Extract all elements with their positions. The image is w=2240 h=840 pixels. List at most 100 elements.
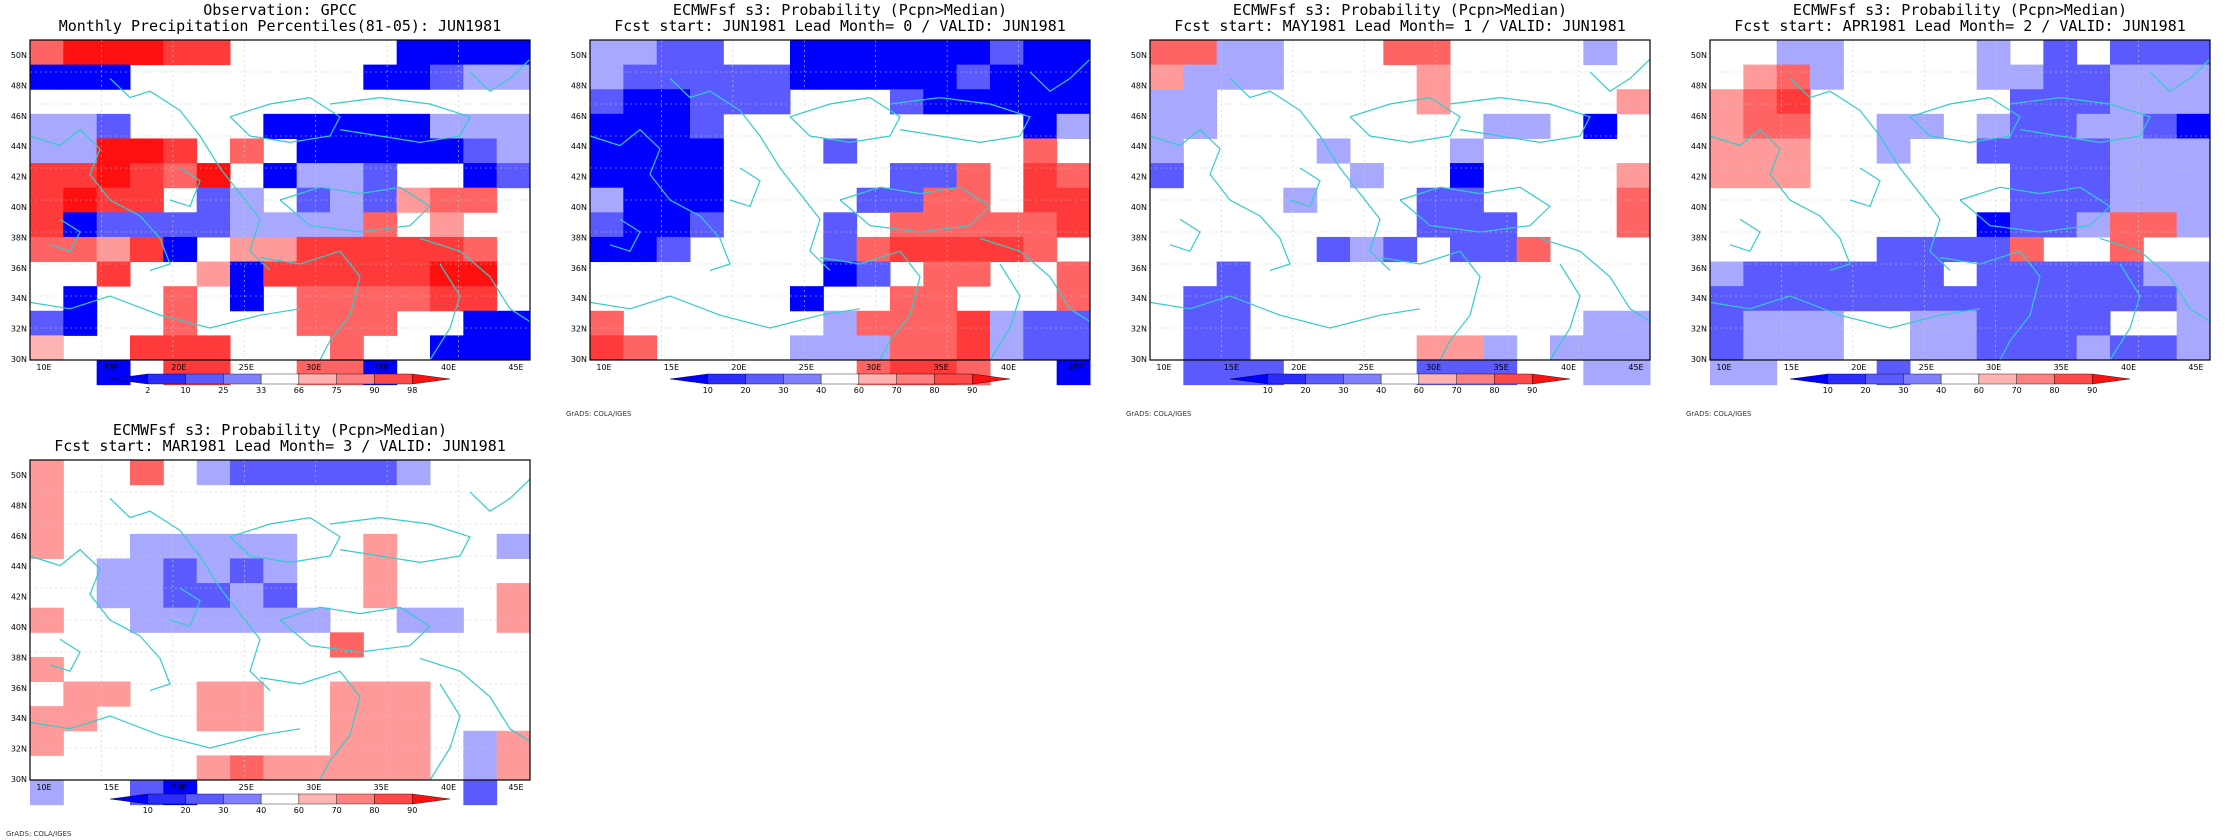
colorbar-label: 90 bbox=[369, 386, 379, 395]
lon-tick-label: 45E bbox=[508, 783, 523, 792]
lat-tick-label: 42N bbox=[1691, 173, 1707, 182]
grid-cell bbox=[2143, 89, 2178, 115]
lon-tick-label: 10E bbox=[1156, 363, 1171, 372]
coastline bbox=[419, 237, 531, 323]
colorbar-label: 60 bbox=[294, 806, 304, 815]
grads-credit: GrADS: COLA/IGES bbox=[566, 410, 632, 418]
grid-cell bbox=[1516, 113, 1551, 139]
grid-cell bbox=[890, 286, 924, 312]
grid-cell bbox=[1056, 163, 1091, 189]
grid-cell bbox=[1023, 212, 1058, 238]
grid-cell bbox=[2043, 212, 2078, 238]
grid-cell bbox=[1910, 310, 1944, 336]
grid-cell bbox=[856, 261, 891, 287]
grid-cell bbox=[1450, 138, 1484, 164]
grid-cell bbox=[330, 310, 364, 336]
colorbar-segment bbox=[412, 373, 451, 385]
lon-tick-label: 35E bbox=[374, 363, 389, 372]
colorbar-label: 90 bbox=[2087, 386, 2097, 395]
grid-cell bbox=[196, 40, 231, 66]
grid-cell bbox=[96, 583, 131, 609]
grid-cell bbox=[956, 335, 991, 361]
colorbar-segment bbox=[1267, 373, 1306, 385]
coastline bbox=[429, 683, 461, 781]
grid-cell bbox=[990, 64, 1024, 90]
grid-cell bbox=[2176, 187, 2211, 213]
lon-tick-label: 25E bbox=[239, 363, 254, 372]
coastline bbox=[259, 670, 361, 781]
grid-cell bbox=[2076, 212, 2111, 238]
grid-cell bbox=[130, 138, 164, 164]
lat-tick-label: 30N bbox=[1131, 355, 1147, 364]
lat-tick-label: 50N bbox=[1131, 51, 1147, 60]
colorbar-label: 30 bbox=[1898, 386, 1908, 395]
grid-cell bbox=[790, 335, 824, 361]
panel-title: ECMWFsf s3: Probability (Pcpn>Median) bbox=[1792, 1, 2128, 19]
map-border bbox=[29, 459, 531, 781]
grid-cell bbox=[690, 89, 724, 115]
coastline bbox=[1399, 186, 1551, 233]
grid-cell bbox=[263, 261, 298, 287]
lat-tick-label: 36N bbox=[11, 684, 27, 693]
colorbar-segment bbox=[1827, 373, 1866, 385]
grid-cell bbox=[2076, 138, 2111, 164]
coastline bbox=[49, 638, 81, 672]
grid-cell bbox=[2010, 310, 2044, 336]
grid-cell bbox=[196, 706, 231, 732]
colorbar-label: 10 bbox=[703, 386, 713, 395]
coastline bbox=[1149, 128, 1291, 271]
lon-tick-label: 30E bbox=[866, 363, 881, 372]
grid-cell bbox=[230, 261, 264, 287]
colorbar-segment bbox=[1903, 373, 1942, 385]
lat-tick-label: 38N bbox=[11, 653, 27, 662]
grid-cell bbox=[956, 212, 991, 238]
grid-cell bbox=[1150, 163, 1184, 189]
colorbar-segment bbox=[2016, 373, 2055, 385]
coastline bbox=[329, 96, 471, 144]
grid-cell bbox=[723, 64, 758, 90]
grid-cell bbox=[396, 138, 431, 164]
lat-tick-label: 34N bbox=[571, 294, 587, 303]
lon-tick-label: 30E bbox=[306, 363, 321, 372]
colorbar-segment bbox=[1978, 373, 2017, 385]
grid-cell bbox=[656, 113, 691, 139]
grid-cell bbox=[890, 64, 924, 90]
grid-cell bbox=[1810, 335, 1844, 361]
coastline bbox=[169, 167, 201, 208]
grid-cell bbox=[590, 64, 624, 90]
colorbar-label: 10 bbox=[1263, 386, 1273, 395]
grid-cell bbox=[363, 730, 398, 756]
grid-cell bbox=[2176, 212, 2211, 238]
grid-cell bbox=[396, 236, 431, 263]
grid-cell bbox=[590, 138, 624, 164]
grid-cell bbox=[363, 310, 398, 336]
lon-tick-label: 20E bbox=[1851, 363, 1866, 372]
grid-cell bbox=[96, 163, 131, 189]
lon-tick-label: 45E bbox=[2188, 363, 2203, 372]
panel-title: ECMWFsf s3: Probability (Pcpn>Median) bbox=[1232, 1, 1568, 19]
grid-cell bbox=[1616, 187, 1651, 213]
lat-tick-label: 42N bbox=[571, 173, 587, 182]
grid-cell bbox=[1710, 310, 1744, 336]
grid-cell bbox=[263, 236, 298, 263]
colorbar-segment bbox=[1305, 373, 1344, 385]
grid-cell bbox=[363, 261, 398, 287]
grid-cell bbox=[856, 64, 891, 90]
grid-cell bbox=[330, 236, 364, 263]
grid-cell bbox=[1483, 335, 1518, 361]
grid-cell bbox=[2043, 64, 2078, 90]
coastline bbox=[1729, 218, 1761, 252]
grid-cell bbox=[923, 163, 958, 189]
coastline bbox=[1149, 295, 1421, 329]
colorbar-segment bbox=[669, 373, 708, 385]
grid-cell bbox=[163, 533, 198, 559]
grid-cell bbox=[1743, 310, 1778, 336]
grid-cell bbox=[130, 335, 164, 361]
lat-tick-label: 32N bbox=[11, 745, 27, 754]
grid-cell bbox=[1810, 40, 1844, 66]
grid-cell bbox=[2143, 261, 2178, 287]
grid-cell bbox=[1583, 360, 1618, 386]
grid-cell bbox=[130, 212, 164, 238]
grid-cell bbox=[63, 64, 98, 90]
grid-cell bbox=[1023, 138, 1058, 164]
